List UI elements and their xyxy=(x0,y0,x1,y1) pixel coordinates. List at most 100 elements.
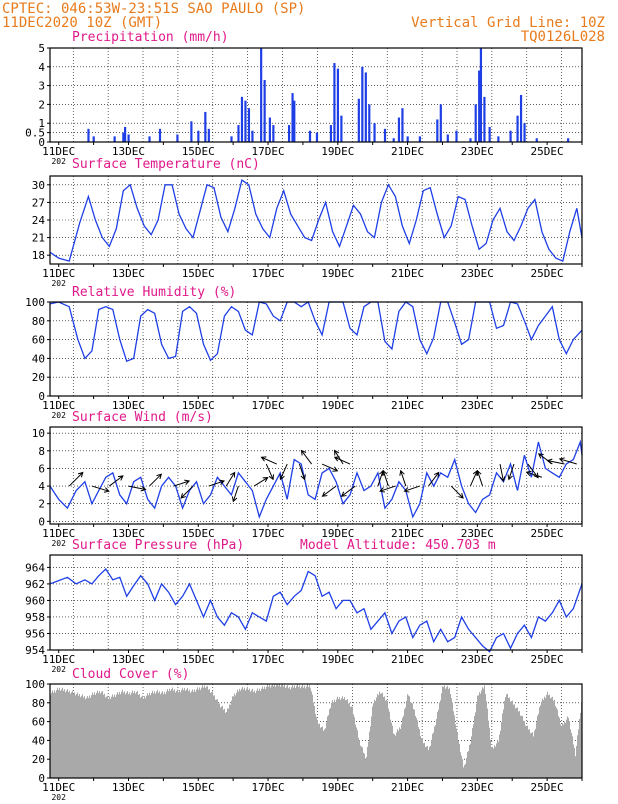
cloud-bar xyxy=(240,690,241,778)
cloud-bar xyxy=(308,687,309,778)
cloud-bar xyxy=(99,691,100,778)
cloud-bar xyxy=(326,722,327,778)
precip-bar xyxy=(535,138,538,142)
cloud-bar xyxy=(303,687,304,778)
cloud-bar xyxy=(109,696,110,778)
cloud-bar xyxy=(479,692,480,778)
cloud-bar xyxy=(319,723,320,778)
x-tick-label: 11DEC xyxy=(42,527,75,540)
cloud-bar xyxy=(135,693,136,778)
cloud-bar xyxy=(70,693,71,778)
cloud-bar xyxy=(483,688,484,778)
cloud-bar xyxy=(73,693,74,778)
cloud-bar xyxy=(365,759,366,778)
cloud-bar xyxy=(76,693,77,778)
cloud-bar xyxy=(156,691,157,778)
cloud-bar xyxy=(164,692,165,778)
cloud-bar xyxy=(486,701,487,778)
precip-bar xyxy=(516,115,519,142)
cloud-bar xyxy=(389,711,390,778)
cloud-bar xyxy=(512,700,513,778)
cloud-bar xyxy=(251,690,252,778)
cloud-bar xyxy=(350,707,351,778)
cloud-bar xyxy=(235,695,236,778)
cloud-bar xyxy=(236,692,237,778)
x-tick-label: 15DEC xyxy=(182,145,215,158)
cloud-bar xyxy=(446,687,447,778)
cloud-bar xyxy=(490,739,491,778)
cloud-bar xyxy=(171,688,172,778)
cloud-bar xyxy=(88,698,89,778)
cloud-bar xyxy=(399,727,400,778)
precip-bar xyxy=(251,130,254,142)
cloud-bar xyxy=(186,689,187,778)
cloud-bar xyxy=(466,758,467,778)
x-tick-label: 19DEC xyxy=(321,527,354,540)
cloud-bar xyxy=(478,695,479,778)
cloud-bar xyxy=(179,689,180,778)
cloud-bar xyxy=(221,706,222,778)
cloud-bar xyxy=(413,708,414,778)
cloud-bar xyxy=(542,698,543,778)
cloud-bar xyxy=(505,696,506,778)
cloud-bar xyxy=(440,700,441,778)
cloud-bar xyxy=(112,694,113,778)
cloud-bar xyxy=(395,735,396,778)
cloud-bar xyxy=(282,684,283,778)
precip-title: Precipitation (mm/h) xyxy=(72,30,229,45)
cloud-bar xyxy=(462,759,463,778)
precip-bar xyxy=(329,125,333,142)
cloud-bar xyxy=(211,692,212,778)
wind-arrow xyxy=(525,470,543,478)
cloud-bar xyxy=(244,687,245,778)
year-stub: 202 xyxy=(51,279,66,288)
precip-bar xyxy=(124,126,127,142)
cloud-bar xyxy=(120,694,121,778)
cloud-bar xyxy=(445,688,446,778)
precip-bar xyxy=(190,121,193,142)
cloud-bar xyxy=(136,692,137,778)
cloud-bar xyxy=(276,684,277,778)
year-stub: 202 xyxy=(51,157,66,166)
cloud-bar xyxy=(310,688,311,778)
cloud-bar xyxy=(422,739,423,778)
cloud-bar xyxy=(255,693,256,778)
cloud-bar xyxy=(519,710,520,778)
wind-arrow xyxy=(128,485,147,492)
cloud-bar xyxy=(169,688,170,778)
cloud-bar xyxy=(167,689,168,778)
precip-bar xyxy=(455,130,458,142)
cloud-bar xyxy=(194,689,195,778)
cloud-bar xyxy=(453,711,454,778)
x-tick-label: 13DEC xyxy=(112,527,145,540)
cloud-bar xyxy=(361,746,362,778)
cloud-bar xyxy=(168,691,169,778)
cloud-bar xyxy=(309,685,310,778)
cloud-bar xyxy=(191,691,192,778)
cloud-bar xyxy=(322,726,323,778)
cloud-bar xyxy=(305,688,306,778)
cloud-bar xyxy=(204,685,205,778)
cloud-bar xyxy=(385,700,386,778)
precip-bar xyxy=(204,111,207,142)
cloud-bar xyxy=(257,688,258,778)
cloud-bar xyxy=(566,719,567,778)
y-tick-label: 60 xyxy=(32,334,45,347)
cloud-bar xyxy=(216,699,217,778)
x-tick-label: 11DEC xyxy=(42,653,75,666)
cloud-bar xyxy=(381,693,382,778)
cloud-bar xyxy=(418,727,419,778)
year-stub: 202 xyxy=(51,539,66,548)
cloud-bar xyxy=(102,690,103,778)
wind-title: Surface Wind (m/s) xyxy=(72,410,213,425)
cloud-bar xyxy=(532,732,533,778)
cloud-bar xyxy=(541,701,542,778)
cloud-bar xyxy=(80,697,81,778)
x-tick-label: 15DEC xyxy=(182,267,215,280)
cloud-bar xyxy=(525,725,526,778)
precip-bar xyxy=(497,136,500,142)
cloud-bar xyxy=(146,695,147,778)
precip-bar xyxy=(308,130,312,142)
cloud-bar xyxy=(477,695,478,778)
y-tick-label: 2 xyxy=(38,98,45,111)
